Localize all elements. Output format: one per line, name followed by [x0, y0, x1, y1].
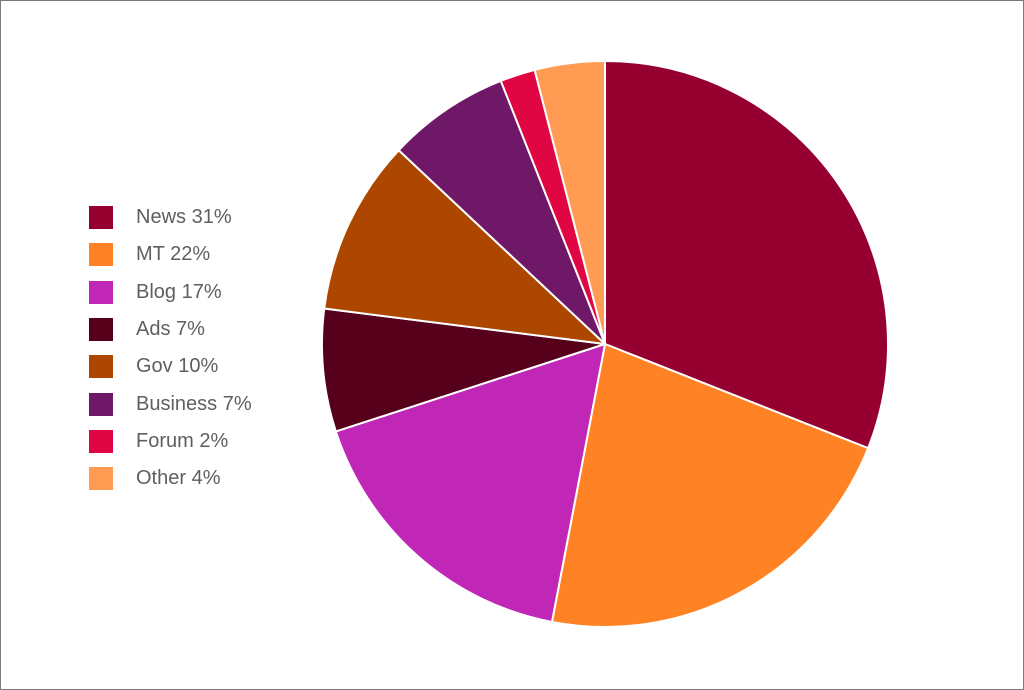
legend-label-0: News 31%	[136, 206, 232, 229]
legend-swatch-0	[89, 206, 113, 230]
legend-label-1: MT 22%	[136, 243, 211, 266]
legend-label-4: Gov 10%	[136, 355, 219, 378]
legend-label-5: Business 7%	[136, 392, 252, 415]
pie-slice-4	[323, 149, 606, 345]
pie-slice-3	[321, 307, 606, 433]
legend-swatch-5	[89, 392, 113, 416]
legend-item-0: News 31%	[89, 199, 252, 236]
legend-label-2: Blog 17%	[136, 280, 222, 303]
legend-item-5: Business 7%	[89, 385, 252, 422]
pie-slice-2	[334, 343, 606, 623]
chart-legend: News 31% MT 22% Blog 17% Ads 7% Gov 10% Busin…	[89, 199, 252, 497]
legend-item-1: MT 22%	[89, 236, 252, 273]
legend-swatch-6	[89, 429, 113, 453]
pie-slice-7	[533, 60, 606, 345]
legend-item-7: Other 4%	[89, 460, 252, 497]
legend-label-6: Forum 2%	[136, 429, 229, 452]
legend-swatch-1	[89, 243, 113, 267]
pie-slice-5	[397, 79, 606, 345]
legend-swatch-3	[89, 318, 113, 342]
legend-swatch-2	[89, 280, 113, 304]
legend-item-6: Forum 2%	[89, 423, 252, 460]
legend-item-2: Blog 17%	[89, 274, 252, 311]
legend-label-7: Other 4%	[136, 467, 221, 490]
pie-slice-1	[550, 343, 870, 628]
legend-label-3: Ads 7%	[136, 318, 205, 341]
pie-slice-0	[604, 60, 889, 450]
legend-swatch-7	[89, 467, 113, 491]
legend-item-4: Gov 10%	[89, 348, 252, 385]
legend-swatch-4	[89, 355, 113, 379]
legend-item-3: Ads 7%	[89, 311, 252, 348]
